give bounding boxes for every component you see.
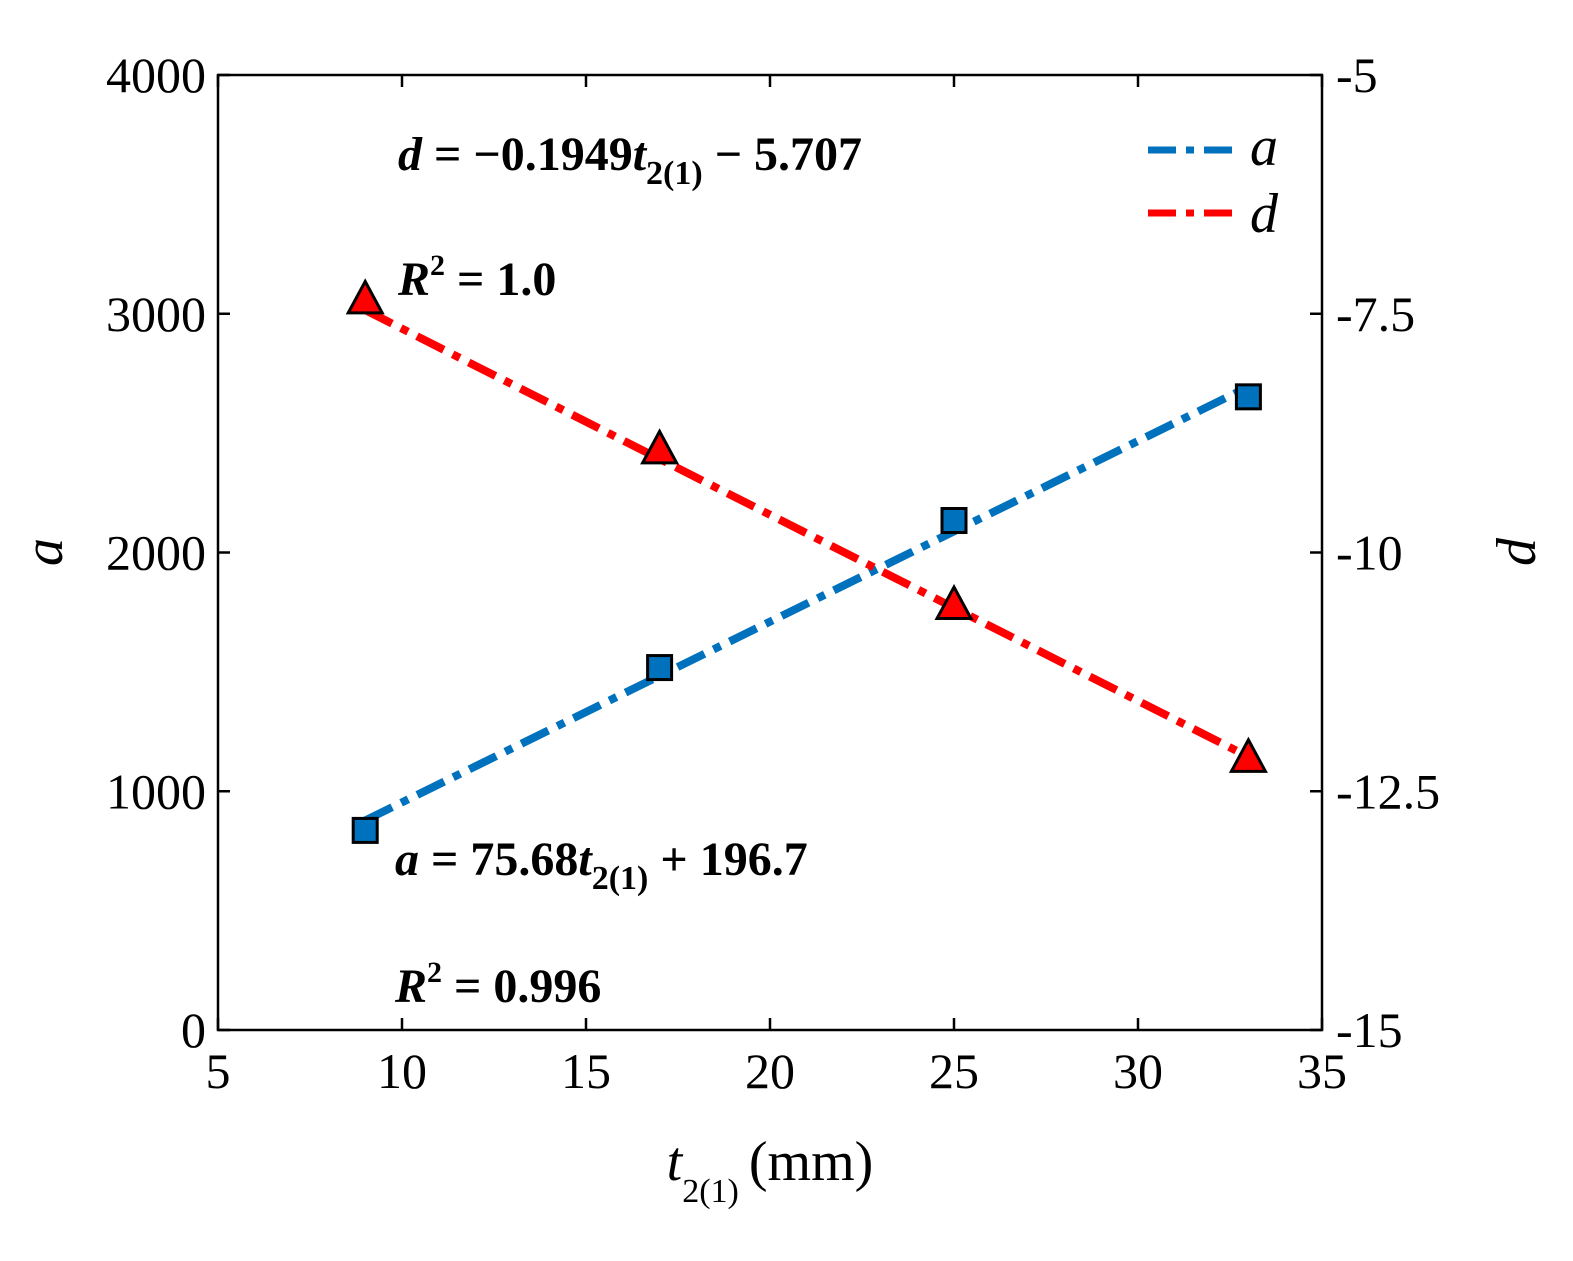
x-tick-label: 5	[206, 1043, 231, 1099]
x-tick-label: 30	[1113, 1043, 1163, 1099]
legend-label-d: d	[1250, 183, 1279, 245]
x-tick-label: 10	[377, 1043, 427, 1099]
x-label: t2(1) (mm)	[667, 1131, 874, 1210]
point-a	[1234, 383, 1262, 411]
point-a	[646, 654, 674, 682]
point-d	[934, 583, 974, 621]
y-right-tick-label: -15	[1336, 1002, 1403, 1058]
point-a	[351, 816, 379, 844]
fit-line-d	[363, 306, 1251, 761]
y-right-label: d	[1486, 537, 1548, 566]
y-right-tick-label: -12.5	[1336, 763, 1440, 819]
y-right-tick-label: -5	[1336, 47, 1378, 103]
d-fit-equation: d = −0.1949t2(1) − 5.707	[398, 128, 862, 192]
y-left-tick-label: 2000	[106, 525, 206, 581]
legend-label-a: a	[1250, 116, 1278, 178]
y-left-tick-label: 3000	[106, 286, 206, 342]
point-d	[1228, 736, 1268, 773]
x-tick-label: 25	[929, 1043, 979, 1099]
y-left-label: a	[13, 538, 75, 566]
y-right-tick-label: -7.5	[1336, 286, 1415, 342]
x-tick-label: 15	[561, 1043, 611, 1099]
a-fit-r2: R2 = 0.996	[394, 956, 601, 1013]
d-fit-r2: R2 = 1.0	[397, 249, 556, 306]
y-left-tick-label: 1000	[106, 763, 206, 819]
point-d	[640, 428, 680, 465]
plot-frame	[216, 73, 1324, 1032]
y-left-tick-label: 0	[181, 1002, 206, 1058]
point-d	[345, 278, 385, 315]
y-left-tick-label: 4000	[106, 47, 206, 103]
point-a	[940, 507, 968, 535]
x-tick-label: 35	[1297, 1043, 1347, 1099]
legend: a d	[1148, 116, 1279, 245]
x-tick-label: 20	[745, 1043, 795, 1099]
fit-line-a	[363, 383, 1251, 825]
a-fit-equation: a = 75.68t2(1) + 196.7	[395, 833, 808, 897]
y-right-tick-label: -10	[1336, 525, 1403, 581]
